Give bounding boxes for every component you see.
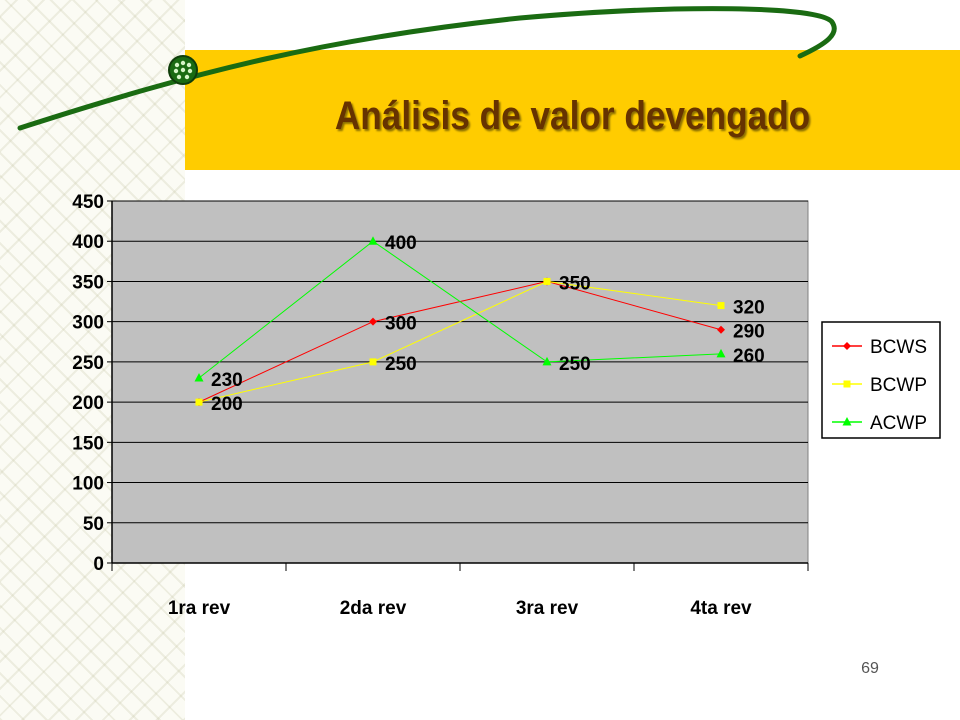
- data-label: 320: [733, 298, 765, 319]
- y-tick-label: 400: [72, 232, 104, 253]
- plot-area: [111, 200, 809, 564]
- ball-dot: [174, 62, 180, 68]
- data-point-acwp: [194, 372, 204, 382]
- data-label: 250: [385, 354, 417, 375]
- y-tick-label: 300: [72, 313, 104, 334]
- data-point-acwp: [542, 356, 552, 366]
- ball-dot: [180, 67, 186, 73]
- ball-dot: [187, 68, 193, 74]
- legend-entry-bcws: BCWS: [870, 337, 927, 358]
- ball-dots: [173, 60, 193, 80]
- y-tick-label: 450: [72, 192, 104, 213]
- ball-dot: [180, 60, 186, 66]
- ball-dot: [186, 62, 192, 68]
- y-tick-label: 50: [83, 514, 104, 535]
- y-tick-label: 150: [72, 433, 104, 454]
- y-tick-label: 250: [72, 353, 104, 374]
- y-tick-label: 200: [72, 393, 104, 414]
- series-line-acwp: [198, 240, 722, 379]
- data-point-acwp: [716, 348, 726, 358]
- data-label: 250: [559, 354, 591, 375]
- ball-dot: [173, 68, 179, 74]
- data-point-acwp: [368, 236, 378, 245]
- ball-dot: [184, 74, 190, 80]
- legend-marker: [843, 342, 851, 350]
- legend-entry-bcwp: BCWP: [870, 375, 927, 396]
- slide-title: Análisis de valor devengado: [334, 94, 811, 138]
- data-point-bcwp: [543, 277, 551, 285]
- swoosh-curve: [17, 6, 837, 131]
- decorative-swoosh: [17, 6, 837, 131]
- x-tick-label: 4ta rev: [690, 598, 752, 619]
- legend-entry-acwp: ACWP: [870, 413, 927, 434]
- x-tick-label: 3ra rev: [516, 598, 579, 619]
- data-label: 400: [385, 233, 417, 254]
- series-line-bcwp: [198, 280, 722, 403]
- legend-marker: [843, 380, 851, 388]
- data-label: 200: [211, 394, 243, 415]
- x-tick-label: 1ra rev: [168, 598, 231, 619]
- title-band: [185, 50, 960, 170]
- data-label: 230: [211, 370, 243, 391]
- data-point-bcws: [369, 317, 377, 326]
- y-tick-label: 350: [72, 272, 104, 293]
- page-number: 69: [861, 660, 879, 677]
- data-label: 350: [559, 273, 591, 294]
- data-label: 300: [385, 314, 417, 335]
- legend-box: [821, 321, 941, 439]
- x-tick-label: 2da rev: [340, 598, 407, 619]
- data-point-bcwp: [369, 358, 377, 366]
- y-tick-label: 100: [72, 474, 104, 495]
- y-tick-label: 0: [93, 554, 104, 575]
- ball-dot: [176, 74, 182, 80]
- data-point-bcwp: [717, 302, 725, 310]
- data-point-bcws: [717, 325, 725, 334]
- data-label: 260: [733, 346, 765, 367]
- data-label: 290: [733, 322, 765, 343]
- legend-marker: [842, 417, 852, 426]
- data-point-bcwp: [195, 398, 203, 406]
